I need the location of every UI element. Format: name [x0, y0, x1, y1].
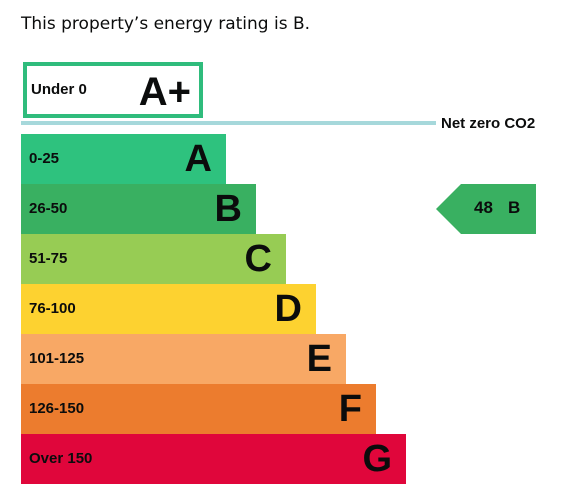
band-g: Over 150 G: [21, 434, 406, 484]
band-range: 51-75: [29, 250, 68, 267]
band-range: 101-125: [29, 350, 85, 367]
band-d: 76-100 D: [21, 284, 316, 334]
band-letter: B: [214, 188, 242, 230]
band-range: 76-100: [29, 300, 76, 317]
band-range: Over 150: [29, 450, 93, 467]
band-letter: F: [338, 388, 362, 430]
current-rating-score: 48: [474, 198, 493, 217]
band-b: 26-50 B: [21, 184, 256, 234]
band-range: 26-50: [29, 200, 68, 217]
current-rating-arrow: 48 B: [436, 184, 536, 234]
page-headline: This property’s energy rating is B.: [21, 14, 311, 34]
current-rating-letter: B: [508, 198, 521, 217]
band-e: 101-125 E: [21, 334, 346, 384]
band-f: 126-150 F: [21, 384, 376, 434]
band-letter: G: [362, 438, 392, 480]
band-range: 0-25: [29, 150, 60, 167]
band-letter: C: [244, 238, 272, 280]
band-letter: E: [306, 338, 332, 380]
band-aplus: Under 0 A+: [23, 62, 203, 118]
band-aplus-range: Under 0: [31, 81, 87, 98]
band-a: 0-25 A: [21, 134, 226, 184]
band-letter: A: [184, 138, 212, 180]
band-range: 126-150: [29, 400, 85, 417]
band-c: 51-75 C: [21, 234, 286, 284]
band-aplus-letter: A+: [138, 70, 191, 114]
band-letter: D: [274, 288, 302, 330]
net-zero-line: [21, 121, 436, 125]
net-zero-label: Net zero CO2: [441, 115, 536, 132]
